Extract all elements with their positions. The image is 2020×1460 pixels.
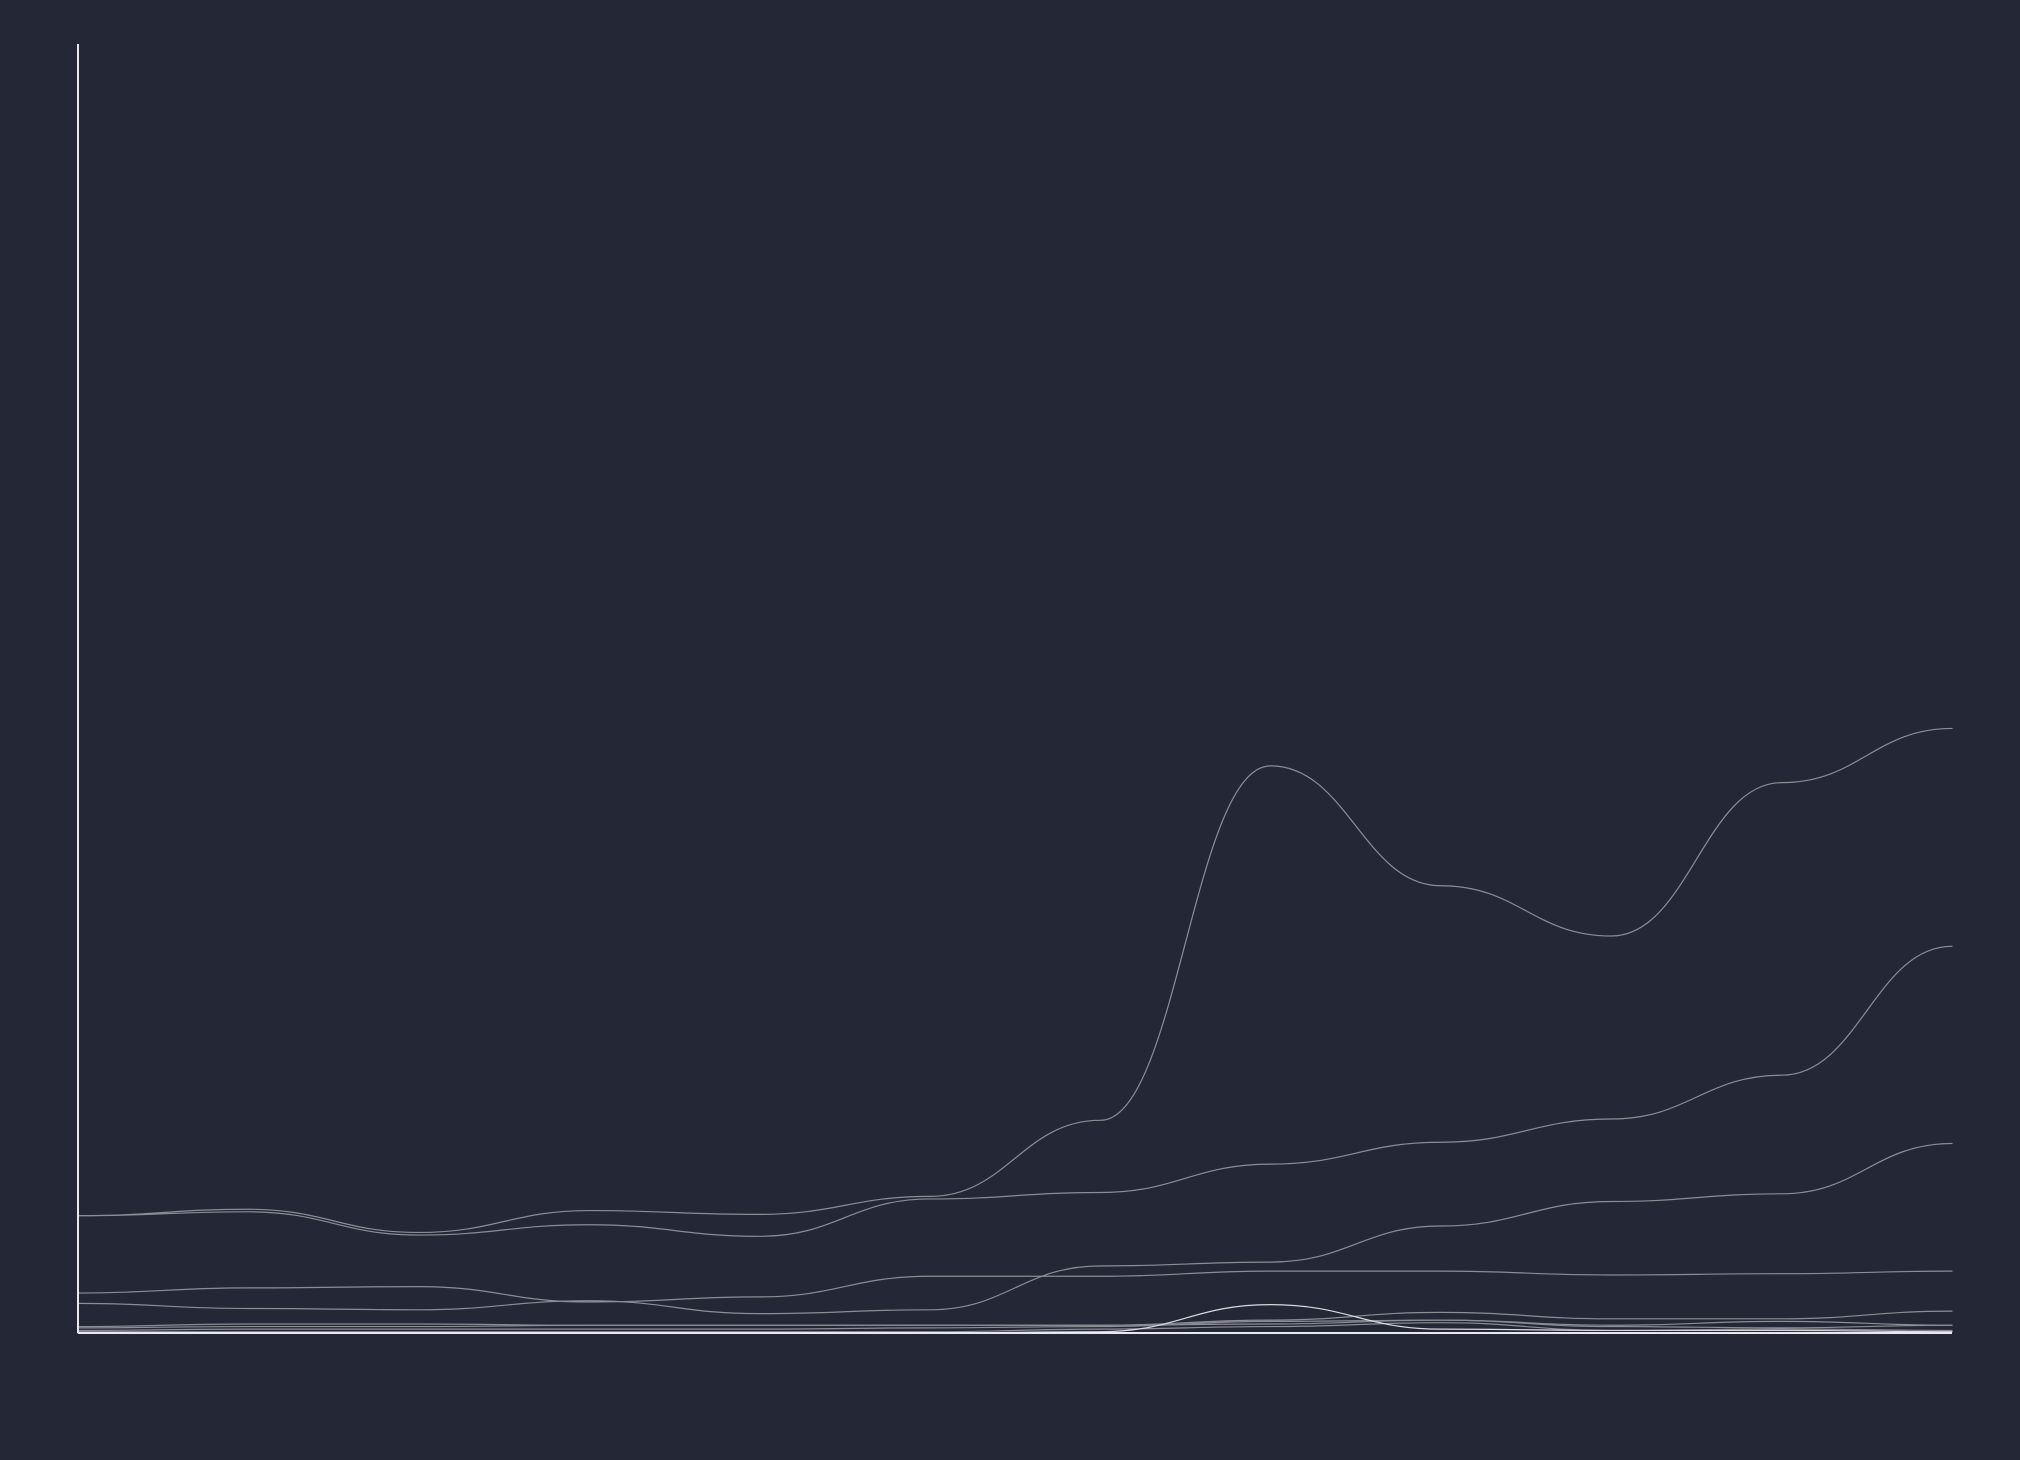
series-line-6: [77, 1319, 1953, 1332]
series-line-1: [77, 727, 1953, 1234]
series-line-3: [77, 1142, 1953, 1315]
series-line-8: [77, 1319, 1953, 1329]
series-line-2: [77, 945, 1953, 1237]
series-line-4: [77, 1270, 1953, 1303]
